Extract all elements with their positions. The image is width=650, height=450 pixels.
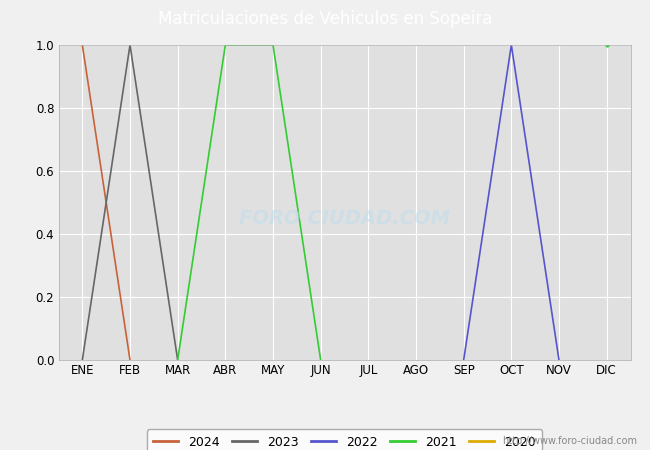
Text: FORO CIUDAD.COM: FORO CIUDAD.COM — [239, 209, 450, 228]
Legend: 2024, 2023, 2022, 2021, 2020: 2024, 2023, 2022, 2021, 2020 — [147, 429, 542, 450]
Text: http://www.foro-ciudad.com: http://www.foro-ciudad.com — [502, 436, 637, 446]
Text: Matriculaciones de Vehiculos en Sopeira: Matriculaciones de Vehiculos en Sopeira — [158, 10, 492, 28]
